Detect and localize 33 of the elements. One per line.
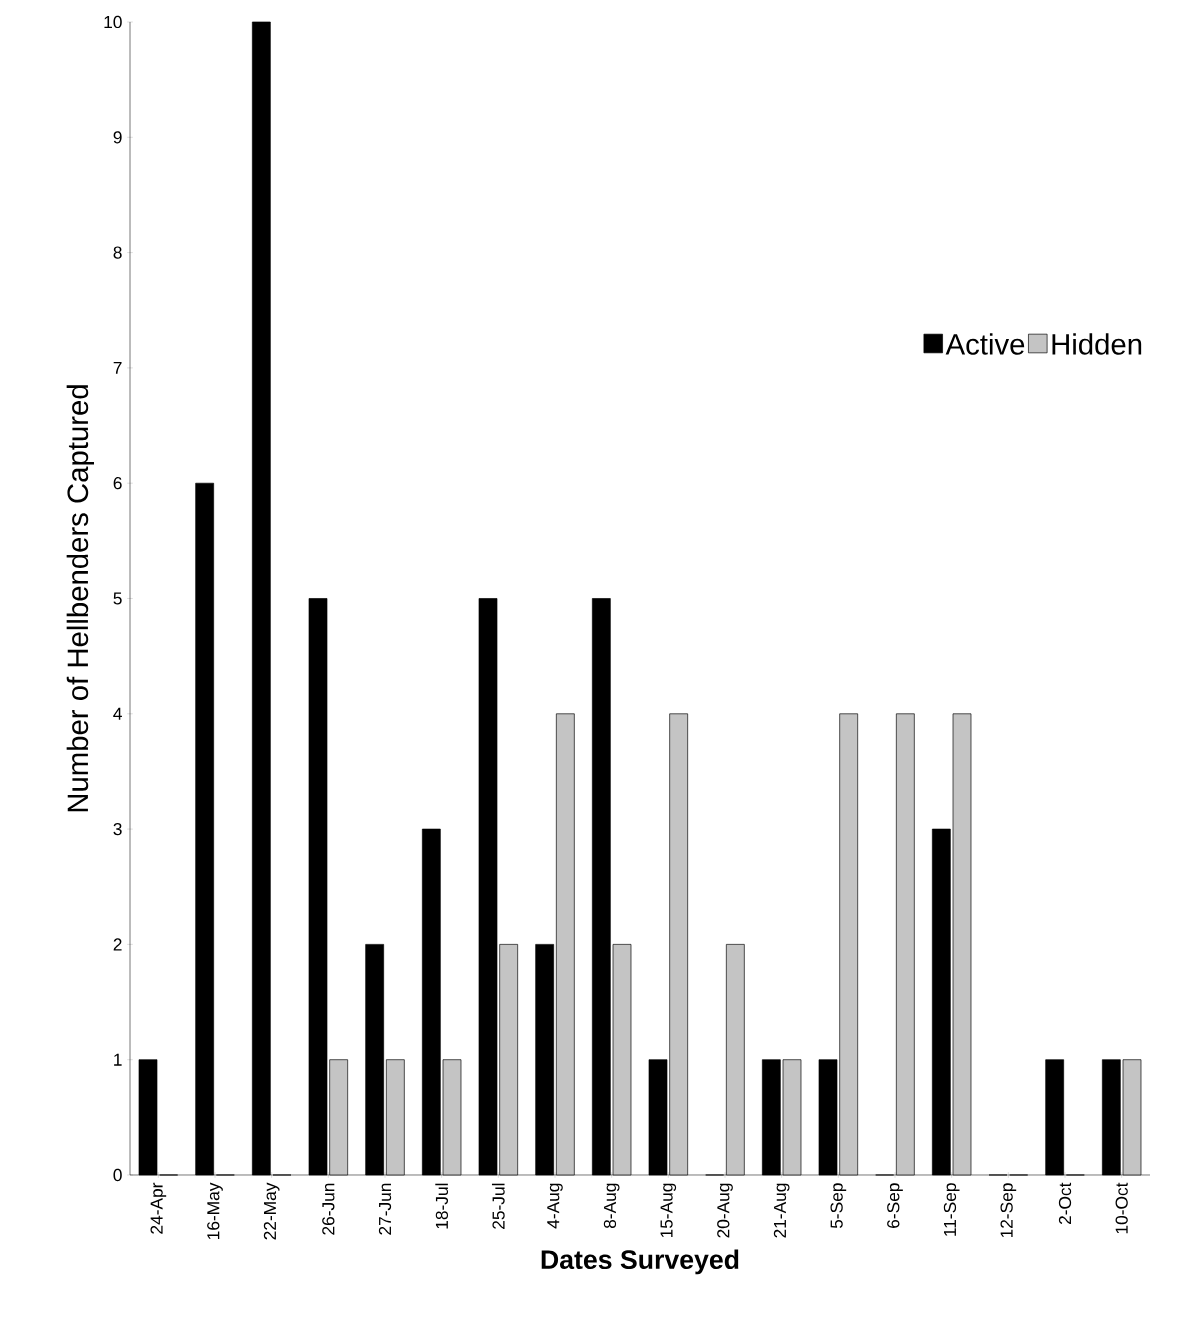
- x-tick-label: 6-Sep: [887, 1183, 903, 1228]
- y-tick-label: 7: [113, 361, 122, 374]
- y-tick-label: 8: [113, 246, 122, 259]
- x-tick-label: 8-Aug: [603, 1183, 620, 1229]
- x-tick-label: 2-Oct: [1058, 1182, 1072, 1225]
- y-tick-label: 2: [113, 938, 122, 951]
- y-tick-label: 5: [113, 592, 122, 605]
- x-tick-label: 20-Aug: [717, 1183, 733, 1238]
- y-tick-label: 10: [104, 15, 122, 29]
- x-tick-label: 5-Sep: [830, 1183, 847, 1229]
- x-tick-label: 27-Jun: [378, 1183, 392, 1235]
- x-tick-label: 24-Apr: [150, 1182, 167, 1234]
- x-tick-label: 4-Aug: [547, 1183, 563, 1229]
- y-tick-label: 0: [113, 1168, 122, 1182]
- y-tick-label: 4: [113, 707, 122, 720]
- x-tick-label: 11-Sep: [943, 1183, 960, 1236]
- x-tick-label: 12-Sep: [1000, 1183, 1017, 1238]
- legend-label: Active: [945, 333, 1025, 355]
- x-tick-label: 25-Jul: [491, 1183, 505, 1229]
- y-tick-label: 1: [114, 1053, 122, 1066]
- x-tick-label: 22-May: [263, 1182, 280, 1240]
- y-tick-label: 9: [113, 131, 122, 144]
- x-tick-label: 16-May: [207, 1182, 223, 1240]
- legend-label: Hidden: [1052, 333, 1142, 355]
- y-axis-title: Number of Hellbenders Captured: [66, 385, 95, 812]
- x-tick-label: 21-Aug: [773, 1183, 790, 1238]
- x-tick-label: 10-Oct: [1115, 1182, 1128, 1234]
- x-axis-title: Dates Surveyed: [541, 1249, 739, 1275]
- x-tick-label: 26-Jun: [322, 1183, 335, 1235]
- x-tick-label: 15-Aug: [660, 1183, 677, 1238]
- y-tick-label: 6: [113, 477, 122, 490]
- y-tick-label: 3: [113, 822, 122, 836]
- x-tick-label: 18-Jul: [435, 1183, 449, 1229]
